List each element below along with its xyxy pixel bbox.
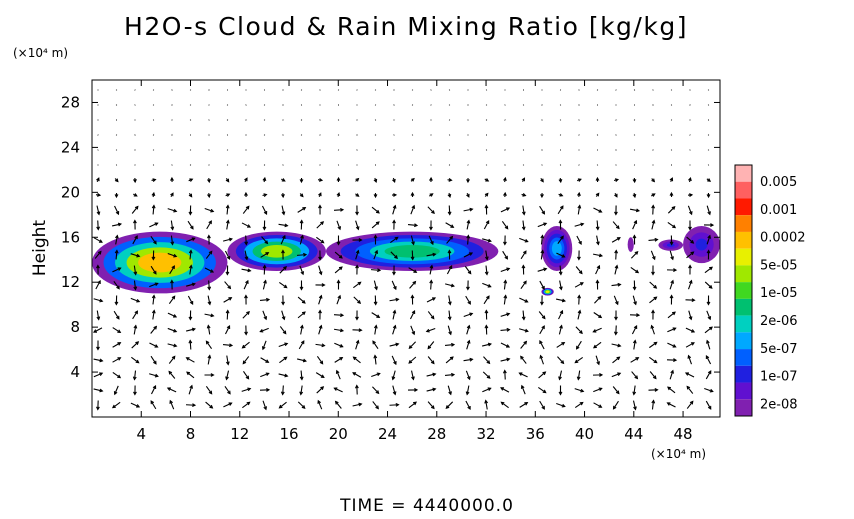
x-tick-label-36: 36 [526, 425, 545, 443]
y-tick-label-28: 28 [61, 93, 80, 111]
x-tick-label-32: 32 [476, 425, 495, 443]
cloud-region-6 [627, 237, 634, 252]
x-tick-label-48: 48 [674, 425, 693, 443]
x-tick-label-44: 44 [624, 425, 643, 443]
colorbar-label-2: 0.001 [760, 203, 797, 218]
colorbar-segment-5 [735, 231, 752, 249]
x-tick-label-24: 24 [378, 425, 397, 443]
x-tick-label-16: 16 [279, 425, 298, 443]
wind-vectors [92, 89, 715, 411]
plot-frame [91, 79, 721, 418]
colorbar-label-5: 1e-05 [760, 286, 798, 301]
colorbar-frame [734, 164, 753, 417]
colorbar-segment-9 [735, 298, 752, 316]
cloud-region-8 [683, 226, 720, 264]
x-tick-label-12: 12 [230, 425, 249, 443]
colorbar-segment-11 [735, 332, 752, 350]
colorbar-label-4: 5e-05 [760, 258, 798, 273]
cloud-region-1 [92, 231, 228, 294]
y-tick-label-8: 8 [70, 318, 80, 336]
x-tick-label-8: 8 [186, 425, 196, 443]
colorbar-segment-12 [735, 349, 752, 366]
colorbar-segment-14 [735, 382, 752, 400]
y-tick-label-24: 24 [61, 138, 80, 156]
colorbar-segment-10 [735, 315, 752, 333]
x-tick-label-20: 20 [329, 425, 348, 443]
colorbar-label-7: 5e-07 [760, 342, 798, 357]
colorbar-segment-4 [735, 215, 752, 232]
colorbar-label-3: 0.0002 [760, 231, 806, 246]
y-axis-unit: (×10⁴ m) [13, 46, 69, 60]
colorbar-segment-15 [735, 399, 752, 416]
colorbar-label-8: 1e-07 [760, 370, 798, 385]
colorbar-segment-6 [735, 248, 752, 266]
x-axis-unit: (×10⁴ m) [651, 447, 707, 461]
y-tick-label-20: 20 [61, 183, 80, 201]
x-tick-label-40: 40 [575, 425, 594, 443]
colorbar-segment-2 [735, 181, 752, 199]
colorbar-segment-7 [735, 265, 752, 283]
colorbar-segment-8 [735, 282, 752, 299]
chart-title: H2O-s Cloud & Rain Mixing Ratio [kg/kg] [124, 12, 688, 41]
y-tick-label-16: 16 [61, 228, 80, 246]
time-label: TIME = 4440000.0 [340, 496, 514, 516]
y-tick-label-4: 4 [70, 363, 80, 381]
cloud-region-7 [658, 239, 684, 251]
x-tick-label-4: 4 [136, 425, 146, 443]
colorbar-label-1: 0.005 [760, 175, 797, 190]
colorbar-segment-3 [735, 198, 752, 216]
y-tick-label-12: 12 [61, 273, 80, 291]
colorbar-label-9: 2e-08 [760, 397, 798, 412]
cloud-region-2 [227, 231, 326, 271]
y-axis-label: Height [30, 219, 50, 277]
colorbar-label-6: 2e-06 [760, 314, 798, 329]
x-tick-label-28: 28 [427, 425, 446, 443]
cloud-region-4 [541, 226, 573, 271]
colorbar-segment-13 [735, 365, 752, 383]
colorbar-segment-1 [735, 165, 752, 182]
